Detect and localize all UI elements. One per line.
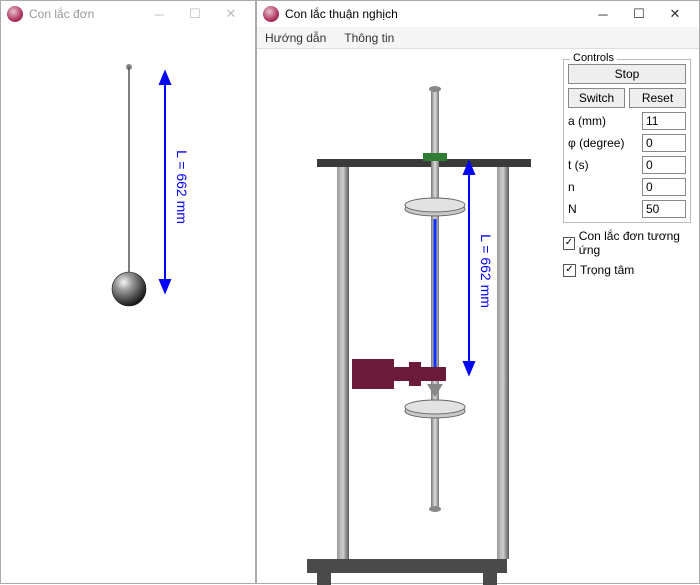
simple-pendulum-canvas: L = 662 mm — [1, 27, 257, 585]
titlebar-right: Con lắc thuận nghịch ─ ☐ ✕ — [257, 1, 699, 27]
minimize-button[interactable]: ─ — [585, 2, 621, 26]
param-t-input[interactable] — [642, 156, 686, 174]
window-title: Con lắc thuận nghịch — [285, 7, 585, 21]
check-icon: ✓ — [563, 264, 576, 277]
controls-panel: Controls Stop Switch Reset a (mm) φ (deg… — [563, 59, 691, 277]
menubar: Hướng dẫn Thông tin — [257, 27, 699, 49]
reset-button[interactable]: Reset — [629, 88, 686, 108]
maximize-button[interactable]: ☐ — [177, 2, 213, 26]
reversible-pendulum-canvas: L = 662 mm — [257, 49, 557, 585]
stop-button[interactable]: Stop — [568, 64, 686, 84]
checkbox-simple-pendulum[interactable]: ✓ Con lắc đơn tương ứng — [563, 229, 691, 257]
checkbox-center-of-mass[interactable]: ✓ Trọng tâm — [563, 263, 691, 277]
param-N-input[interactable] — [642, 200, 686, 218]
param-phi-input[interactable] — [642, 134, 686, 152]
check-icon: ✓ — [563, 237, 575, 250]
param-n-input[interactable] — [642, 178, 686, 196]
window-title: Con lắc đơn — [29, 7, 141, 21]
length-label: L = 662 mm — [478, 234, 494, 308]
param-N-label: N — [568, 202, 638, 216]
minimize-button[interactable]: ─ — [141, 2, 177, 26]
close-button[interactable]: ✕ — [657, 2, 693, 26]
maximize-button[interactable]: ☐ — [621, 2, 657, 26]
switch-button[interactable]: Switch — [568, 88, 625, 108]
param-a-input[interactable] — [642, 112, 686, 130]
param-t-label: t (s) — [568, 158, 638, 172]
app-icon — [7, 6, 23, 22]
controls-fieldset: Controls Stop Switch Reset a (mm) φ (deg… — [563, 59, 691, 223]
titlebar-left: Con lắc đơn ─ ☐ ✕ — [1, 1, 255, 27]
window-reversible-pendulum: Con lắc thuận nghịch ─ ☐ ✕ Hướng dẫn Thô… — [256, 0, 700, 584]
controls-legend: Controls — [570, 52, 617, 64]
window-simple-pendulum: Con lắc đơn ─ ☐ ✕ — [0, 0, 256, 584]
param-a-label: a (mm) — [568, 114, 638, 128]
menu-info[interactable]: Thông tin — [344, 31, 394, 45]
menu-guide[interactable]: Hướng dẫn — [265, 31, 326, 45]
close-button[interactable]: ✕ — [213, 2, 249, 26]
app-icon — [263, 6, 279, 22]
checkbox-label: Con lắc đơn tương ứng — [579, 229, 691, 257]
checkbox-label: Trọng tâm — [580, 263, 634, 277]
param-n-label: n — [568, 180, 638, 194]
param-phi-label: φ (degree) — [568, 136, 638, 150]
length-label: L = 662 mm — [174, 150, 190, 224]
